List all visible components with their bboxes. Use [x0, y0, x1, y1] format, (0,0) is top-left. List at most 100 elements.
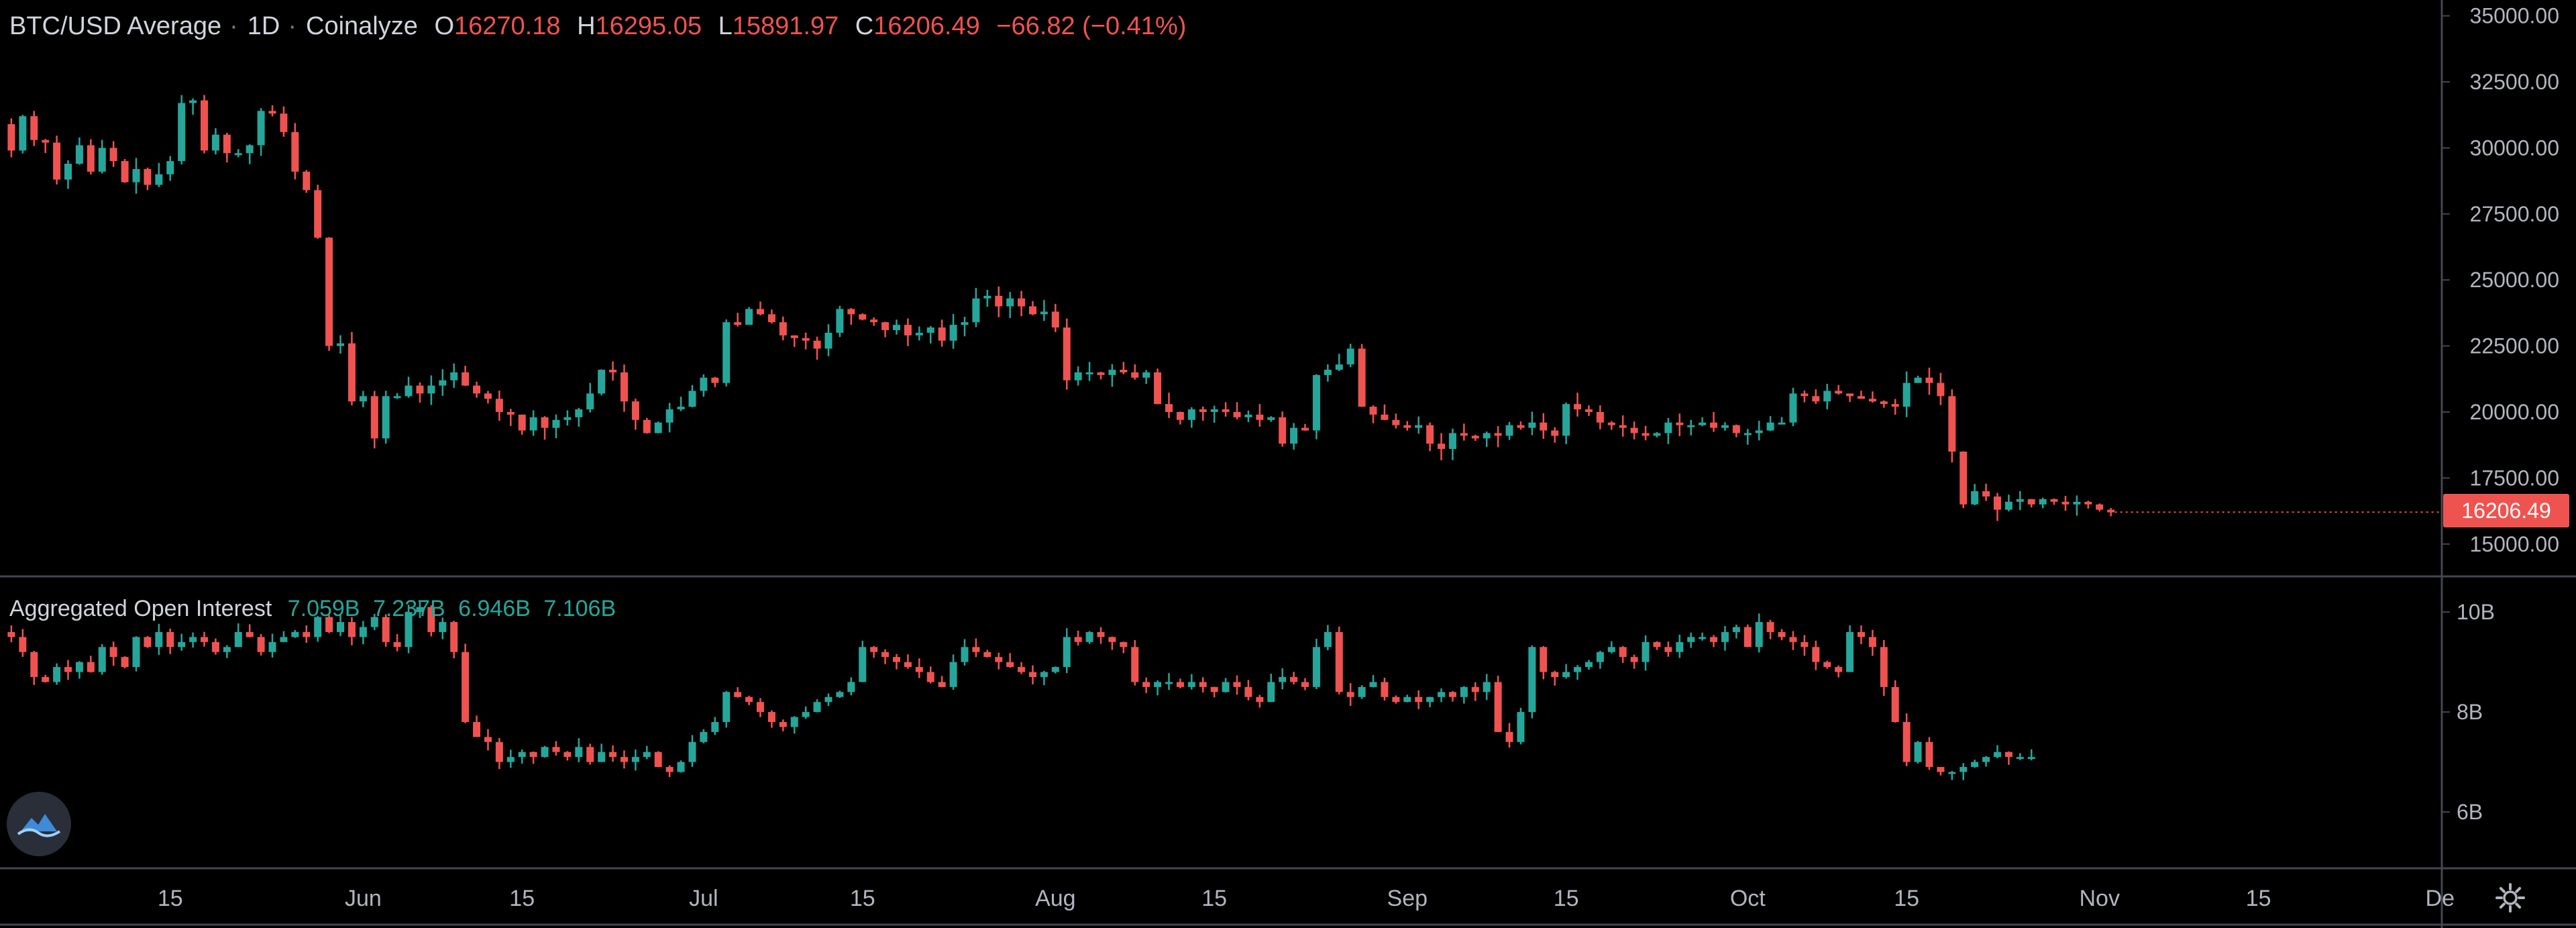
price-candle[interactable] [1823, 391, 1831, 402]
price-candle[interactable] [1494, 433, 1502, 436]
price-candle[interactable] [1699, 422, 1707, 425]
price-candle[interactable] [1925, 377, 1933, 383]
price-candle[interactable] [870, 319, 878, 323]
price-candle[interactable] [30, 116, 38, 140]
price-candle[interactable] [325, 238, 333, 346]
oi-candle[interactable] [598, 752, 606, 762]
oi-candle[interactable] [688, 741, 696, 762]
oi-candle[interactable] [246, 631, 254, 637]
price-candle[interactable] [1528, 422, 1536, 428]
oi-candle[interactable] [166, 631, 174, 648]
oi-candle[interactable] [949, 662, 957, 687]
price-candle[interactable] [1868, 399, 1876, 402]
price-candle[interactable] [1743, 433, 1752, 435]
price-candle[interactable] [1426, 425, 1434, 444]
price-candle[interactable] [790, 335, 798, 338]
oi-candle[interactable] [1415, 697, 1423, 703]
oi-candle[interactable] [484, 737, 492, 742]
price-candle[interactable] [382, 396, 390, 439]
oi-candle[interactable] [1448, 692, 1456, 697]
oi-candle[interactable] [1528, 647, 1536, 713]
oi-candle[interactable] [790, 717, 798, 727]
price-candle[interactable] [949, 325, 957, 341]
price-candle[interactable] [1108, 370, 1116, 375]
price-candle[interactable] [1165, 404, 1173, 412]
price-candle[interactable] [1415, 425, 1423, 428]
oi-candle[interactable] [518, 752, 526, 758]
price-candle[interactable] [166, 161, 174, 174]
oi-candle[interactable] [1778, 631, 1786, 637]
oi-candle[interactable] [1517, 712, 1525, 742]
oi-candle[interactable] [1937, 767, 1945, 772]
price-candle[interactable] [1074, 372, 1082, 380]
price-candle[interactable] [813, 340, 821, 349]
oi-candle[interactable] [1210, 686, 1218, 692]
oi-candle[interactable] [1028, 672, 1036, 677]
oi-candle[interactable] [665, 767, 674, 772]
oi-candle[interactable] [1074, 637, 1082, 642]
price-candle[interactable] [1596, 411, 1604, 423]
price-candle[interactable] [1505, 425, 1513, 436]
price-candle[interactable] [1937, 382, 1945, 397]
price-candle[interactable] [745, 309, 753, 325]
oi-candle[interactable] [541, 747, 549, 758]
oi-candle[interactable] [211, 641, 219, 652]
oi-candle[interactable] [1585, 662, 1593, 668]
oi-candle[interactable] [19, 637, 27, 652]
oi-candle[interactable] [359, 627, 367, 637]
oi-candle[interactable] [75, 662, 83, 672]
oi-candle[interactable] [257, 637, 265, 652]
price-candle[interactable] [132, 168, 140, 183]
price-candle[interactable] [915, 332, 923, 336]
price-candle[interactable] [711, 377, 719, 383]
oi-candle[interactable] [1222, 682, 1230, 692]
oi-candle[interactable] [473, 722, 481, 737]
symbol-title[interactable]: BTC/USD Average [9, 12, 222, 40]
price-candle[interactable] [2050, 499, 2058, 502]
oi-candle[interactable] [1562, 672, 1570, 677]
oi-candle[interactable] [1324, 631, 1332, 648]
price-candle[interactable] [1801, 393, 1809, 397]
oi-candle[interactable] [1880, 647, 1888, 687]
price-candle[interactable] [1778, 422, 1786, 425]
price-candle[interactable] [1630, 427, 1638, 433]
price-candle[interactable] [427, 385, 435, 394]
price-candle[interactable] [223, 134, 231, 154]
price-candle[interactable] [756, 309, 764, 315]
price-candle[interactable] [631, 401, 639, 420]
price-candle[interactable] [495, 399, 503, 412]
price-candle[interactable] [42, 140, 50, 143]
price-candle[interactable] [1664, 422, 1672, 433]
oi-candle[interactable] [1346, 692, 1354, 697]
oi-candle[interactable] [1369, 682, 1377, 687]
oi-candle[interactable] [881, 652, 890, 658]
oi-candle[interactable] [859, 647, 867, 682]
price-candle[interactable] [1891, 404, 1899, 407]
price-candle[interactable] [98, 148, 106, 172]
price-candle[interactable] [370, 396, 378, 439]
price-candle[interactable] [257, 111, 265, 146]
price-candle[interactable] [1448, 433, 1456, 450]
price-candle[interactable] [1857, 396, 1865, 399]
price-candle[interactable] [2107, 509, 2115, 513]
price-candle[interactable] [1483, 433, 1491, 439]
price-candle[interactable] [1585, 409, 1593, 412]
price-candle[interactable] [700, 377, 708, 391]
price-candle[interactable] [847, 309, 855, 315]
oi-candle[interactable] [314, 617, 322, 637]
oi-candle[interactable] [586, 747, 594, 762]
oi-candle[interactable] [1710, 637, 1718, 642]
price-candle[interactable] [1982, 491, 1990, 497]
price-candle[interactable] [1222, 409, 1230, 412]
oi-candle[interactable] [1505, 731, 1513, 742]
oi-candle[interactable] [711, 722, 719, 732]
oi-candle[interactable] [722, 692, 731, 722]
oi-candle[interactable] [938, 682, 946, 687]
price-candle[interactable] [1290, 427, 1298, 444]
price-candle[interactable] [2027, 499, 2035, 505]
oi-candle[interactable] [972, 647, 980, 652]
price-candle[interactable] [1256, 414, 1264, 420]
price-candle[interactable] [1438, 444, 1446, 450]
oi-candle[interactable] [961, 647, 969, 662]
